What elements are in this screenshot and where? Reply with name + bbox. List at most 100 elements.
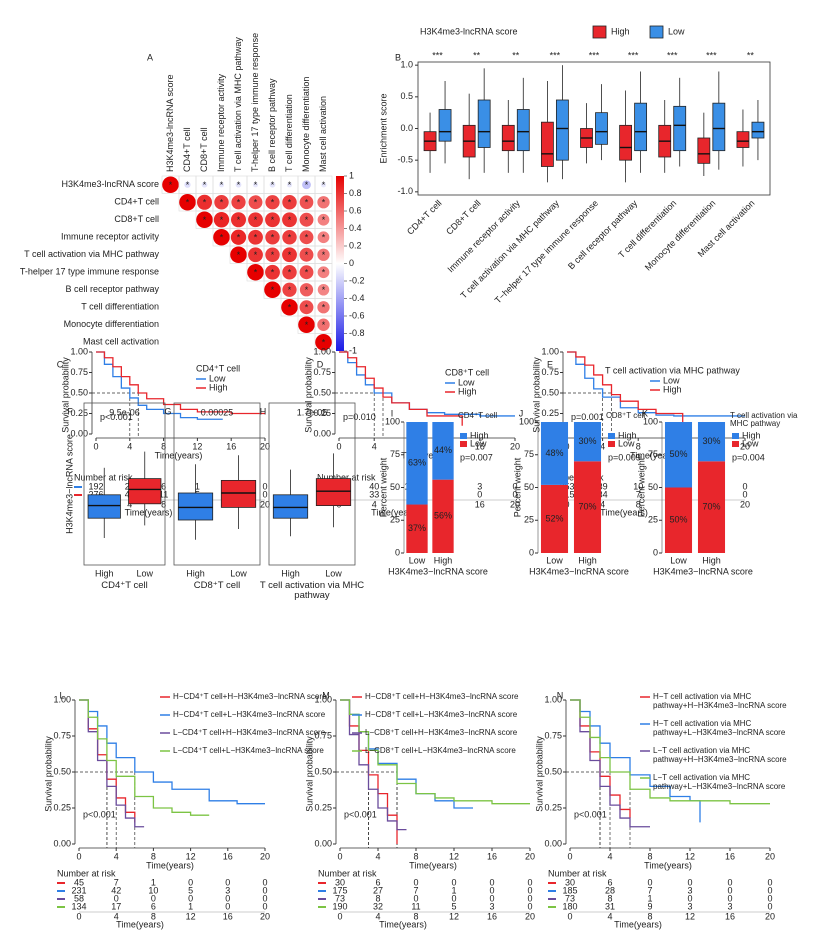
star: * (322, 180, 326, 190)
legend-label: Low (209, 373, 226, 383)
corr-circle (299, 230, 314, 245)
column-label: Monocyte differentiation (301, 77, 311, 172)
risk-count: 180 (562, 901, 577, 911)
y-tick-label: 0.25 (313, 408, 331, 418)
legend-label-box: H−CD8⁺T cell+H−H3K4me3−lncRNA score (365, 692, 518, 701)
value-label: 48% (545, 448, 563, 458)
risk-count: 28 (605, 885, 615, 895)
y-tick-label: 0.00 (313, 428, 331, 438)
y-axis-label: Survival probability (531, 357, 541, 433)
legend-label-box: L−CD4⁺T cell+H−H3K4me3−lncRNA score (173, 728, 325, 737)
significance: *** (706, 50, 717, 60)
y-tick-label: -0.5 (397, 155, 413, 165)
risk-count: 0 (527, 885, 532, 895)
risk-count: 1 (195, 481, 200, 491)
corr-circle (282, 265, 297, 280)
y-tick-label: 0.00 (544, 838, 562, 848)
x-tick-label: Low (230, 568, 247, 578)
y-tick-label: 0 (653, 547, 658, 557)
box (501, 124, 515, 152)
risk-count: 0 (647, 877, 652, 887)
row-label: T cell activation via MHC pathway (24, 249, 159, 259)
y-tick-label: 25 (648, 515, 658, 525)
legend-label-box: H−T cell activation via MHC pathway+L−H3… (653, 719, 785, 737)
survival-curve (79, 699, 210, 816)
corr-circle (286, 182, 293, 188)
y-tick-label: 0.75 (541, 367, 559, 377)
legend-label: Low (663, 375, 680, 385)
x-tick-label: 4 (372, 441, 377, 451)
box (555, 99, 569, 161)
y-tick-label: -1.0 (397, 186, 413, 196)
legend-label: L−T cell activation via MHC pathway+H−H3… (653, 746, 787, 764)
risk-count: 3 (225, 885, 230, 895)
risk-count: 31 (605, 901, 615, 911)
risk-count: 10 (633, 481, 643, 491)
legend-label: High (209, 382, 228, 392)
x-tick-label: 12 (186, 851, 196, 861)
risk-count: 0 (451, 877, 456, 887)
legend-key (608, 433, 615, 439)
risk-x-tick-label: 20 (260, 911, 270, 921)
x-tick-label: 4 (607, 851, 612, 861)
bar-segment (540, 422, 569, 485)
y-tick-label: 0.0 (400, 123, 413, 133)
x-tick-label: 8 (647, 851, 652, 861)
p-value: 9.5e-06 (109, 407, 140, 417)
risk-count: 0 (225, 877, 230, 887)
box (87, 494, 121, 519)
y-axis-label: Survival probability (304, 736, 314, 812)
risk-x-tick-label: 8 (413, 911, 418, 921)
star: * (305, 215, 309, 225)
risk-count: 0 (413, 877, 418, 887)
significance: *** (667, 50, 678, 60)
star: * (237, 198, 241, 208)
colorbar-label: 0.4 (349, 223, 362, 233)
corr-circle (299, 283, 314, 297)
legend-label: Low (618, 438, 635, 448)
risk-count: 3 (489, 901, 494, 911)
legend-label: H−CD8⁺T cell+L−H3K4me3−lncRNA score (365, 710, 518, 719)
risk-count: 0 (767, 893, 772, 903)
panel-letter: B (395, 52, 401, 62)
star: * (271, 215, 275, 225)
risk-x-tick-label: 8 (151, 911, 156, 921)
column-label: T cell activation via MHC pathway (233, 37, 243, 172)
p-value: p<0.001 (344, 810, 377, 820)
x-tick-label: 16 (223, 851, 233, 861)
legend-label: High (663, 384, 682, 394)
risk-x-axis-label: Time(years) (379, 919, 427, 929)
y-tick-label: 0.50 (314, 766, 332, 776)
y-tick-label: 0.00 (314, 838, 332, 848)
star: * (186, 180, 190, 190)
colorbar-label: -1 (349, 345, 357, 355)
x-tick-label: 12 (449, 851, 459, 861)
star: * (220, 233, 224, 243)
risk-count: 0 (727, 885, 732, 895)
x-axis-label-box: CD8⁺T cell (194, 581, 241, 591)
plot-frame (173, 402, 261, 566)
risk-count: 7 (647, 885, 652, 895)
legend-title-box: T cell activation via MHC pathway (730, 412, 797, 428)
star: * (203, 198, 207, 208)
y-tick-label: 1.00 (313, 346, 331, 356)
x-tick-label: High (186, 568, 205, 578)
legend-key (732, 441, 739, 447)
risk-x-tick-label: 16 (487, 911, 497, 921)
risk-count: 5 (451, 901, 456, 911)
star: * (254, 215, 258, 225)
y-tick-label: 0.25 (314, 802, 332, 812)
corr-circle (281, 298, 298, 316)
bar-segment (697, 422, 726, 462)
x-tick-label: 4 (127, 441, 132, 451)
risk-count: 6 (607, 877, 612, 887)
colorbar-label: 0.8 (349, 188, 362, 198)
y-tick-label: 75 (390, 449, 400, 459)
star: * (254, 233, 258, 243)
risk-count: 190 (332, 901, 347, 911)
risk-x-tick-label: 4 (607, 911, 612, 921)
x-axis-label: Time(years) (644, 860, 692, 870)
x-axis-label: Time(years) (146, 860, 194, 870)
row-label: Mast cell activation (83, 337, 159, 347)
x-tick-label: 20 (765, 851, 775, 861)
